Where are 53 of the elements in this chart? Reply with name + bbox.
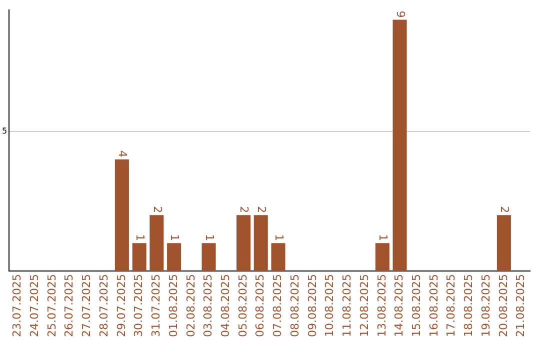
bar	[496, 215, 511, 272]
bar	[375, 243, 390, 272]
x-tick-label: 01.08.2025	[166, 274, 180, 338]
bar	[150, 215, 164, 272]
x-tick-label: 30.07.2025	[132, 274, 146, 338]
x-tick-label: 06.08.2025	[254, 274, 267, 338]
x-tick-label: 13.08.2025	[375, 274, 388, 338]
x-tick-label: 03.08.2025	[202, 274, 215, 338]
x-tick-label: 09.08.2025	[306, 274, 319, 338]
x-tick-label: 14.08.2025	[392, 274, 406, 338]
bar	[114, 159, 129, 272]
data-label: 1	[272, 234, 286, 242]
x-tick-label: 18.08.2025	[462, 274, 476, 338]
x-tick-label: 24.07.2025	[28, 274, 41, 338]
data-label: 1	[376, 234, 390, 242]
x-tick-label: 16.08.2025	[427, 274, 440, 338]
x-tick-label: 29.07.2025	[114, 274, 128, 338]
bar	[202, 243, 216, 272]
x-tick-label: 15.08.2025	[410, 274, 423, 338]
x-tick-label: 23.07.2025	[10, 274, 24, 338]
x-tick-label: 21.08.2025	[514, 274, 528, 338]
x-tick-label: 10.08.2025	[323, 274, 336, 338]
data-label: 9	[394, 10, 407, 18]
bar	[392, 20, 407, 272]
bar	[254, 215, 268, 272]
x-tick-label: 12.08.2025	[358, 274, 371, 338]
x-tick-label: 02.08.2025	[184, 274, 198, 338]
x-tick-label: 17.08.2025	[444, 274, 458, 338]
data-label: 1	[168, 234, 182, 242]
x-tick-label: 20.08.2025	[496, 274, 510, 338]
x-tick-label: 07.08.2025	[271, 274, 284, 338]
data-label: 4	[116, 150, 130, 158]
data-label: 2	[150, 206, 164, 214]
bar	[132, 243, 146, 272]
data-label: 1	[202, 234, 216, 242]
x-tick-label: 28.07.2025	[97, 274, 110, 338]
x-tick-label: 26.07.2025	[62, 274, 76, 338]
bar	[167, 243, 182, 272]
x-tick-label: 08.08.2025	[288, 274, 302, 338]
x-tick-label: 11.08.2025	[340, 274, 354, 338]
data-label: 2	[238, 206, 251, 214]
data-label: 2	[255, 206, 268, 214]
y-tick-label: 5	[2, 126, 8, 136]
bar	[236, 215, 251, 272]
data-label: 1	[133, 234, 146, 242]
x-tick-label: 31.07.2025	[150, 274, 163, 338]
x-tick-label: 04.08.2025	[218, 274, 232, 338]
x-tick-label: 05.08.2025	[236, 274, 250, 338]
x-tick-label: 25.07.2025	[45, 274, 58, 338]
data-label: 2	[498, 206, 512, 214]
x-tick-label: 27.07.2025	[80, 274, 94, 338]
x-tick-label: 19.08.2025	[479, 274, 492, 338]
bar	[271, 243, 286, 272]
